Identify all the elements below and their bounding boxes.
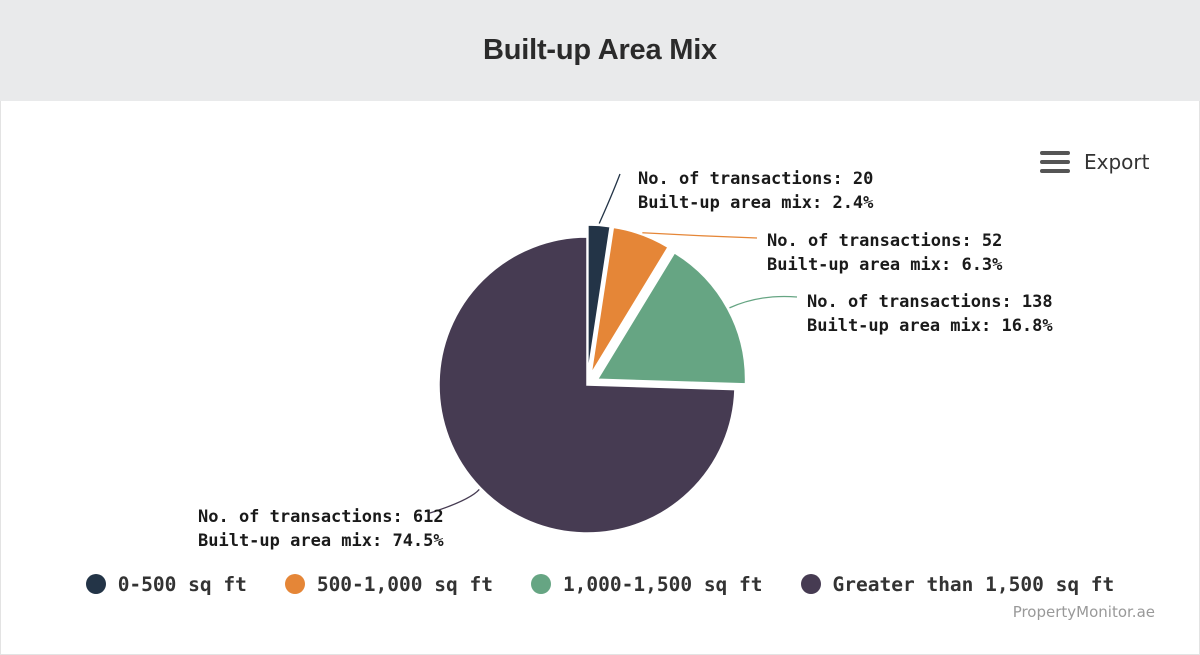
legend-label-1000-1500: 1,000-1,500 sq ft (562, 572, 763, 596)
hamburger-menu-icon (1040, 151, 1070, 173)
data-label-0-500-mix: Built-up area mix: 2.4% (638, 193, 874, 213)
credit-text: PropertyMonitor.ae (1012, 603, 1155, 621)
data-label-greater-1500-transactions: No. of transactions: 612 (198, 507, 444, 527)
data-label-1000-1500-mix: Built-up area mix: 16.8% (807, 316, 1053, 336)
data-label-greater-1500-mix: Built-up area mix: 74.5% (198, 531, 444, 551)
legend-label-greater-1500: Greater than 1,500 sq ft (832, 572, 1115, 596)
legend-marker-greater-1500 (800, 574, 821, 594)
pie-slice-500-1000[interactable] (590, 226, 670, 375)
export-button[interactable]: Export (1040, 150, 1149, 174)
data-label-1000-1500-transactions: No. of transactions: 138 (807, 292, 1053, 312)
connector-line-500-1000 (642, 232, 758, 239)
pie-chart: No. of transactions: 20 Built-up area mix… (198, 169, 1053, 551)
legend-label-500-1000: 500-1,000 sq ft (316, 572, 493, 596)
legend-marker-1000-1500 (530, 574, 551, 594)
chart-header: Built-up Area Mix (0, 0, 1200, 101)
data-label-0-500-transactions: No. of transactions: 20 (638, 169, 873, 189)
pie-slice-0-500[interactable] (587, 224, 611, 374)
legend-label-0-500: 0-500 sq ft (117, 572, 247, 596)
connector-line-greater-1500 (429, 488, 480, 514)
legend-item-500-1000[interactable]: 500-1,000 sq ft (284, 572, 493, 596)
connector-line-0-500 (598, 173, 621, 224)
legend-item-0-500[interactable]: 0-500 sq ft (85, 572, 247, 596)
legend-item-greater-1500[interactable]: Greater than 1,500 sq ft (800, 572, 1115, 596)
connector-line-1000-1500 (729, 295, 798, 309)
export-label: Export (1084, 150, 1150, 174)
pie-slice-greater-1500[interactable] (438, 236, 736, 534)
data-label-500-1000-transactions: No. of transactions: 52 (767, 231, 1002, 251)
pie-slice-1000-1500[interactable] (596, 251, 747, 385)
chart-title: Built-up Area Mix (483, 34, 717, 66)
data-label-500-1000-mix: Built-up area mix: 6.3% (767, 255, 1003, 275)
legend-marker-0-500 (85, 574, 106, 594)
legend-item-1000-1500[interactable]: 1,000-1,500 sq ft (530, 572, 763, 596)
chart-legend: 0-500 sq ft 500-1,000 sq ft 1,000-1,500 sq… (0, 568, 1200, 600)
legend-marker-500-1000 (284, 574, 305, 594)
